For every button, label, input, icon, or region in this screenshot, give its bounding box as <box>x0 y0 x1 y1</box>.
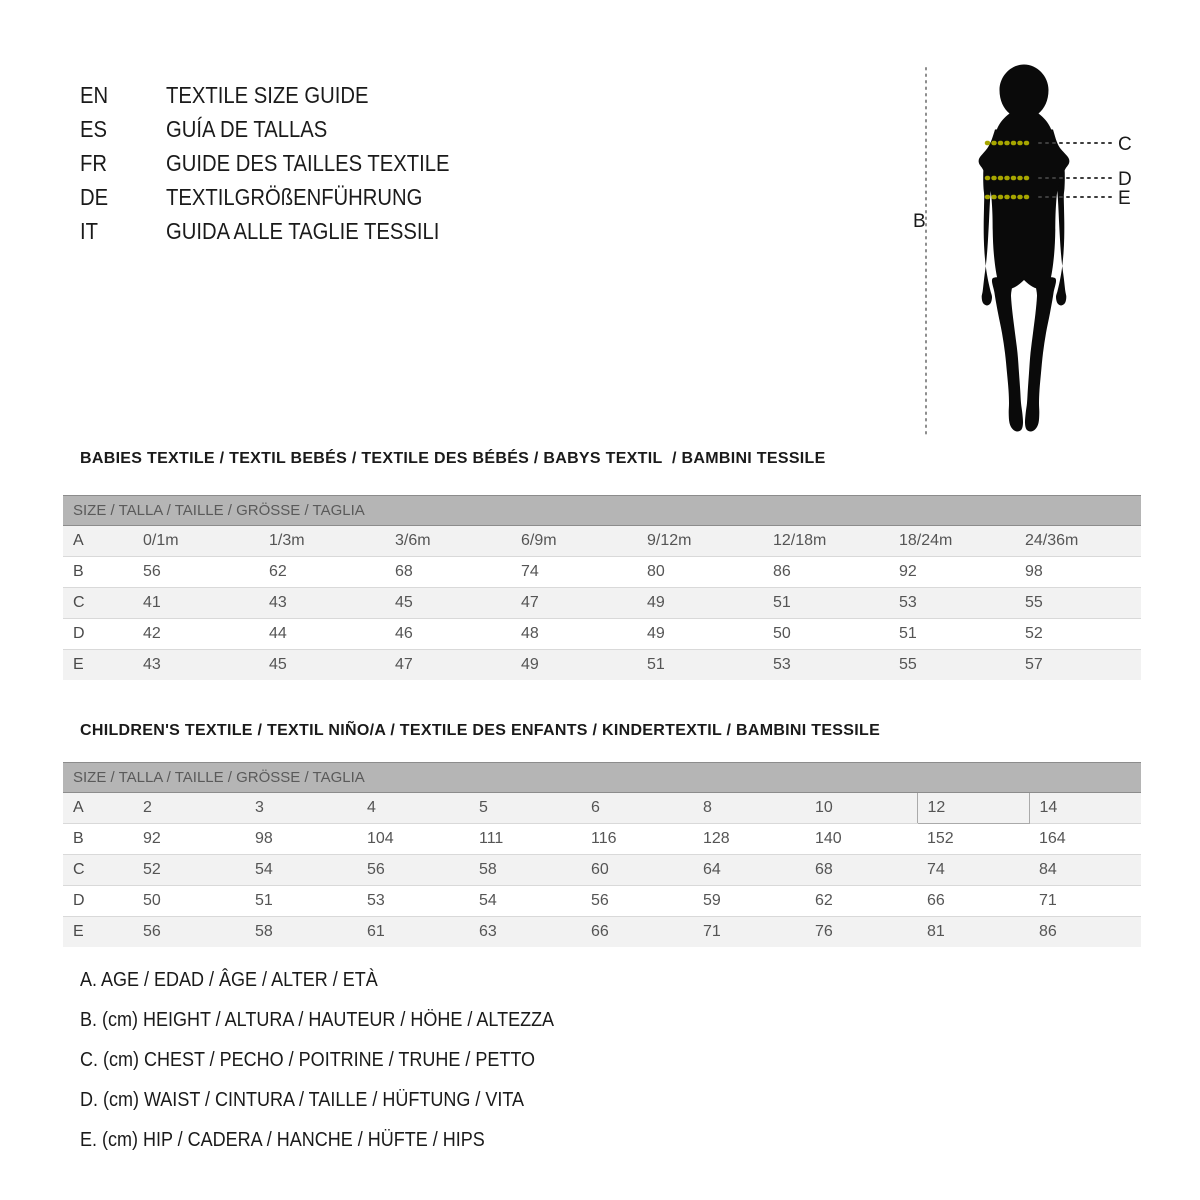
svg-text:C: C <box>1118 134 1132 155</box>
svg-text:B: B <box>913 211 926 232</box>
svg-text:D: D <box>1118 169 1132 190</box>
svg-text:E: E <box>1118 188 1131 209</box>
